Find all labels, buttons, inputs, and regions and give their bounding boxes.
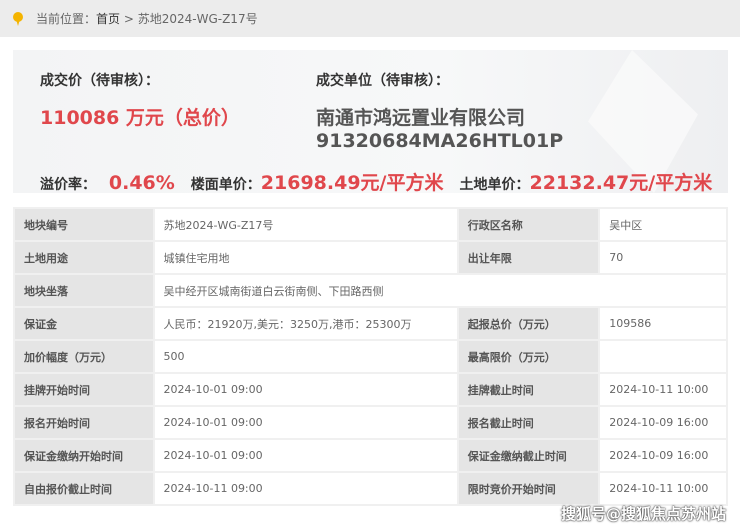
field-value: 70 <box>598 240 728 275</box>
table-row: 地块坐落 吴中经开区城南街道白云街南侧、下田路西侧 <box>13 273 729 308</box>
premium-value: 0.46% <box>108 172 175 193</box>
field-value: 2024-10-09 16:00 <box>598 405 728 440</box>
breadcrumb-home-link[interactable]: 首页 <box>96 12 121 26</box>
table-row: 地块编号 苏地2024-WG-Z17号 行政区名称 吴中区 <box>13 207 728 242</box>
table-row: 加价幅度（万元） 500 最高限价（万元） <box>13 339 728 374</box>
table-row: 挂牌开始时间 2024-10-01 09:00 挂牌截止时间 2024-10-11 1… <box>13 372 728 407</box>
table-row: 保证金缴纳开始时间 2024-10-01 09:00 保证金缴纳截止时间 2024-1… <box>13 438 728 473</box>
field-value: 2024-10-01 09:00 <box>152 405 459 440</box>
table-row: 保证金 人民币：21920万,美元：3250万,港币：25300万 起报总价（万元）… <box>13 306 728 341</box>
premium-label: 溢价率： <box>40 177 96 193</box>
breadcrumb-current: 苏地2024-WG-Z17号 <box>137 12 258 26</box>
field-label: 限时竞价开始时间 <box>456 471 601 506</box>
field-value: 吴中经开区城南街道白云街南侧、下田路西侧 <box>152 273 729 308</box>
premium-rate: 溢价率： 0.46% <box>40 172 175 193</box>
breadcrumb-separator: > <box>120 11 138 26</box>
table-row: 报名开始时间 2024-10-01 09:00 报名截止时间 2024-10-09 1… <box>13 405 728 440</box>
field-value: 2024-10-11 09:00 <box>152 471 459 506</box>
field-label: 最高限价（万元） <box>456 339 601 374</box>
floor-price-value: 21698.49元/平方米 <box>260 172 444 193</box>
field-value: 苏地2024-WG-Z17号 <box>152 207 459 242</box>
location-pin-icon <box>13 11 23 26</box>
field-label: 加价幅度（万元） <box>13 339 155 374</box>
field-value: 2024-10-01 09:00 <box>152 438 459 473</box>
field-label: 行政区名称 <box>456 207 601 242</box>
breadcrumb: 当前位置： 首页 > 苏地2024-WG-Z17号 <box>0 0 740 37</box>
field-value: 2024-10-11 10:00 <box>598 372 728 407</box>
field-value: 2024-10-09 16:00 <box>598 438 728 473</box>
winner-code: 91320684MA26HTL01P <box>316 130 564 152</box>
field-label: 土地用途 <box>13 240 155 275</box>
field-value: 吴中区 <box>598 207 728 242</box>
price-stats: 溢价率： 0.46% 楼面单价：21698.49元/平方米 土地单价：22132… <box>40 168 712 193</box>
field-label: 出让年限 <box>456 240 601 275</box>
field-label: 挂牌开始时间 <box>13 372 155 407</box>
field-label: 报名开始时间 <box>13 405 155 440</box>
winner-name: 南通市鸿远置业有限公司 <box>316 107 526 129</box>
breadcrumb-prefix: 当前位置： <box>36 12 97 26</box>
field-label: 保证金 <box>13 306 155 341</box>
field-label: 起报总价（万元） <box>456 306 601 341</box>
floor-price-label: 楼面单价： <box>190 177 261 193</box>
field-label: 地块编号 <box>13 207 155 242</box>
land-info-table: 地块编号 苏地2024-WG-Z17号 行政区名称 吴中区 土地用途 城镇住宅用地 出让年限… <box>13 207 729 506</box>
field-label: 保证金缴纳截止时间 <box>456 438 601 473</box>
field-label: 地块坐落 <box>13 273 155 308</box>
field-value: 2024-10-11 10:00 <box>598 471 728 506</box>
field-value: 2024-10-01 09:00 <box>152 372 459 407</box>
field-label: 自由报价截止时间 <box>13 471 155 506</box>
field-value <box>598 339 728 374</box>
field-label: 挂牌截止时间 <box>456 372 601 407</box>
field-value: 109586 <box>598 306 728 341</box>
price-label: 成交价（待审核）： <box>40 73 159 89</box>
table-row: 自由报价截止时间 2024-10-11 09:00 限时竞价开始时间 2024-10-… <box>13 471 728 506</box>
table-row: 土地用途 城镇住宅用地 出让年限 70 <box>13 240 728 275</box>
floor-price: 楼面单价：21698.49元/平方米 <box>191 168 444 193</box>
field-value: 城镇住宅用地 <box>152 240 459 275</box>
field-value: 人民币：21920万,美元：3250万,港币：25300万 <box>152 306 459 341</box>
winner-label: 成交单位（待审核）： <box>316 73 449 89</box>
land-price-value: 22132.47元/平方米 <box>529 172 713 193</box>
deal-summary: 成交价（待审核）： 110086 万元（总价） 成交单位（待审核）： 南通市鸿远… <box>13 50 728 193</box>
land-price-label: 土地单价： <box>459 177 530 193</box>
land-price: 土地单价：22132.47元/平方米 <box>460 168 713 193</box>
price-value: 110086 万元（总价） <box>40 107 240 129</box>
field-label: 报名截止时间 <box>456 405 601 440</box>
field-label: 保证金缴纳开始时间 <box>13 438 155 473</box>
field-value: 500 <box>152 339 459 374</box>
watermark: 搜狐号@搜狐焦点苏州站 <box>560 505 726 523</box>
